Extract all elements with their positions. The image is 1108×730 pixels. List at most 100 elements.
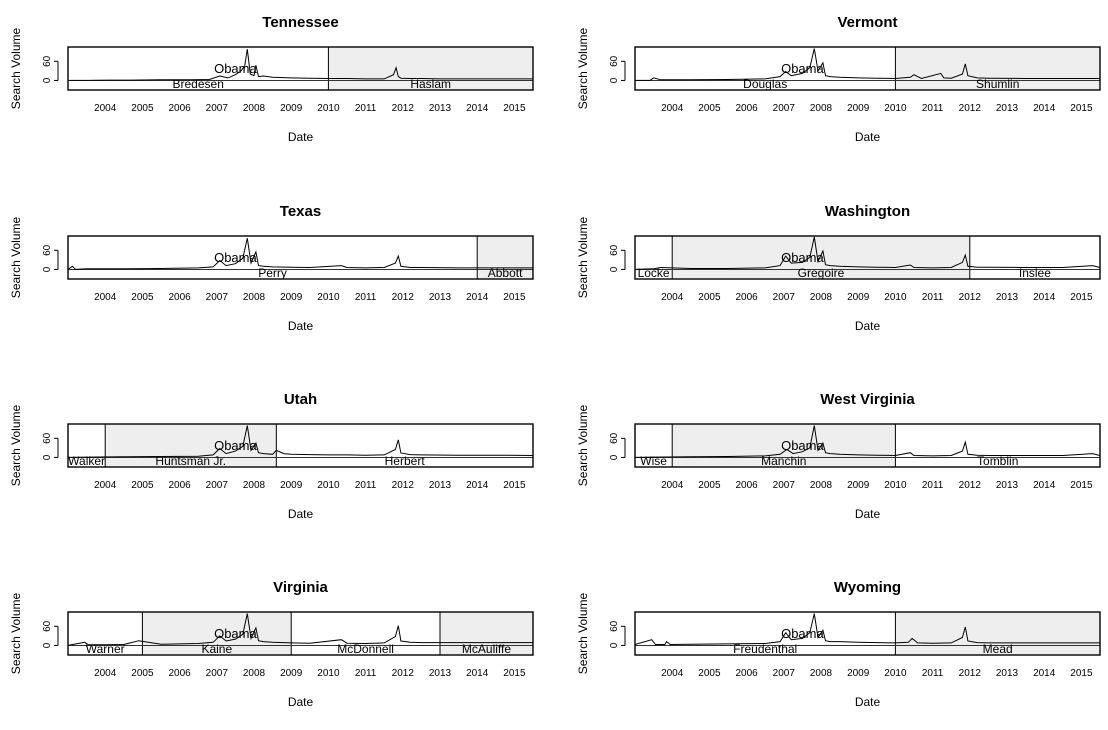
x-tick-label: 2006 bbox=[735, 668, 758, 679]
y-tick-label: 60 bbox=[609, 620, 620, 632]
x-tick-label: 2012 bbox=[959, 480, 982, 491]
y-axis-label: Search Volume bbox=[576, 404, 590, 486]
panel-tennessee: Tennessee 0 60 Search Volume 2004 2005 2006 200… bbox=[9, 14, 534, 144]
search-volume-line bbox=[634, 425, 1101, 458]
peak-annotation: Obama bbox=[214, 61, 257, 76]
x-tick-label: 2008 bbox=[243, 480, 266, 491]
x-tick-label: 2010 bbox=[317, 480, 340, 491]
x-tick-label: 2005 bbox=[131, 480, 154, 491]
x-tick-label: 2009 bbox=[847, 480, 870, 491]
panel-west-virginia: West Virginia 0 60 Search Volume 2004 2005 200… bbox=[576, 391, 1101, 521]
x-tick-label: 2014 bbox=[1033, 103, 1056, 114]
x-axis-label: Date bbox=[855, 130, 881, 144]
x-tick-label: 2012 bbox=[959, 668, 982, 679]
x-tick-label: 2010 bbox=[884, 668, 907, 679]
y-tick-label: 0 bbox=[609, 642, 620, 648]
y-tick-label: 0 bbox=[609, 77, 620, 83]
governor-label-abbott: Abbott bbox=[488, 266, 523, 280]
x-tick-label: 2004 bbox=[661, 103, 684, 114]
governor-label-freudenthal: Freudenthal bbox=[733, 642, 797, 656]
x-tick-label: 2015 bbox=[503, 103, 526, 114]
panel-virginia: Virginia 0 60 Search Volume 2004 2005 2006 2007… bbox=[9, 579, 534, 709]
x-tick-label: 2004 bbox=[94, 292, 117, 303]
x-axis-label: Date bbox=[288, 319, 314, 333]
chart-title: Vermont bbox=[837, 14, 897, 31]
x-tick-label: 2015 bbox=[1070, 480, 1093, 491]
x-tick-label: 2013 bbox=[429, 292, 452, 303]
x-tick-label: 2014 bbox=[466, 292, 489, 303]
x-tick-label: 2011 bbox=[355, 668, 377, 679]
x-tick-label: 2005 bbox=[131, 668, 154, 679]
x-tick-label: 2004 bbox=[94, 103, 117, 114]
x-tick-label: 2004 bbox=[661, 292, 684, 303]
x-axis-label: Date bbox=[855, 695, 881, 709]
plot-frame bbox=[634, 611, 1101, 656]
peak-annotation: Obama bbox=[781, 438, 824, 453]
y-tick-label: 60 bbox=[42, 55, 53, 67]
x-tick-label: 2014 bbox=[466, 668, 489, 679]
plot-frame bbox=[67, 235, 534, 280]
x-tick-label: 2012 bbox=[392, 668, 415, 679]
x-tick-label: 2013 bbox=[429, 480, 452, 491]
x-tick-label: 2011 bbox=[922, 480, 944, 491]
y-axis-label: Search Volume bbox=[576, 216, 590, 298]
x-tick-label: 2014 bbox=[466, 103, 489, 114]
y-axis-label: Search Volume bbox=[9, 404, 23, 486]
x-tick-label: 2007 bbox=[206, 668, 229, 679]
x-tick-label: 2011 bbox=[922, 103, 944, 114]
x-tick-label: 2014 bbox=[1033, 292, 1056, 303]
chart-title: Texas bbox=[280, 203, 321, 220]
governor-label-locke: Locke bbox=[638, 266, 670, 280]
y-tick-label: 0 bbox=[609, 454, 620, 460]
x-tick-label: 2005 bbox=[131, 292, 154, 303]
term-shade bbox=[895, 612, 1100, 655]
plot-frame bbox=[67, 611, 534, 656]
x-tick-label: 2011 bbox=[922, 292, 944, 303]
x-tick-label: 2015 bbox=[1070, 103, 1093, 114]
governor-label-mcdonnell: McDonnell bbox=[337, 642, 394, 656]
panel-vermont: Vermont 0 60 Search Volume 2004 2005 2006 2007 2… bbox=[576, 14, 1101, 144]
y-tick-label: 60 bbox=[42, 244, 53, 256]
x-tick-label: 2010 bbox=[884, 103, 907, 114]
x-tick-label: 2008 bbox=[810, 668, 833, 679]
governor-label-haslam: Haslam bbox=[410, 77, 451, 91]
x-tick-label: 2013 bbox=[429, 668, 452, 679]
x-tick-label: 2013 bbox=[996, 668, 1019, 679]
x-tick-label: 2013 bbox=[429, 103, 452, 114]
plot-frame bbox=[634, 46, 1101, 91]
governor-label-inslee: Inslee bbox=[1019, 266, 1051, 280]
term-shade bbox=[328, 47, 533, 90]
y-tick-label: 0 bbox=[42, 642, 53, 648]
search-volume-line bbox=[634, 236, 1101, 270]
governor-label-wise: Wise bbox=[640, 454, 667, 468]
governor-label-walker: Walker bbox=[68, 454, 105, 468]
governor-label-herbert: Herbert bbox=[385, 454, 426, 468]
x-tick-label: 2009 bbox=[847, 103, 870, 114]
x-tick-label: 2012 bbox=[392, 480, 415, 491]
search-volume-line bbox=[67, 238, 533, 270]
governor-label-gregoire: Gregoire bbox=[798, 266, 845, 280]
x-tick-label: 2004 bbox=[661, 480, 684, 491]
chart-title: Virginia bbox=[273, 579, 328, 596]
x-tick-label: 2015 bbox=[1070, 668, 1093, 679]
x-tick-label: 2011 bbox=[355, 480, 377, 491]
x-tick-label: 2008 bbox=[810, 292, 833, 303]
y-tick-label: 0 bbox=[42, 266, 53, 272]
x-tick-label: 2014 bbox=[466, 480, 489, 491]
chart-title: Utah bbox=[284, 391, 317, 408]
x-tick-label: 2015 bbox=[503, 292, 526, 303]
x-tick-label: 2006 bbox=[168, 292, 191, 303]
x-tick-label: 2012 bbox=[392, 292, 415, 303]
term-shade bbox=[895, 47, 1100, 90]
search-volume-line bbox=[67, 425, 534, 458]
x-tick-label: 2010 bbox=[884, 292, 907, 303]
y-axis-label: Search Volume bbox=[9, 216, 23, 298]
x-tick-label: 2006 bbox=[735, 292, 758, 303]
peak-annotation: Obama bbox=[781, 250, 824, 265]
peak-annotation: Obama bbox=[781, 626, 824, 641]
x-axis-label: Date bbox=[288, 130, 314, 144]
y-tick-label: 60 bbox=[609, 55, 620, 67]
x-tick-label: 2009 bbox=[280, 480, 303, 491]
x-tick-label: 2005 bbox=[698, 103, 721, 114]
